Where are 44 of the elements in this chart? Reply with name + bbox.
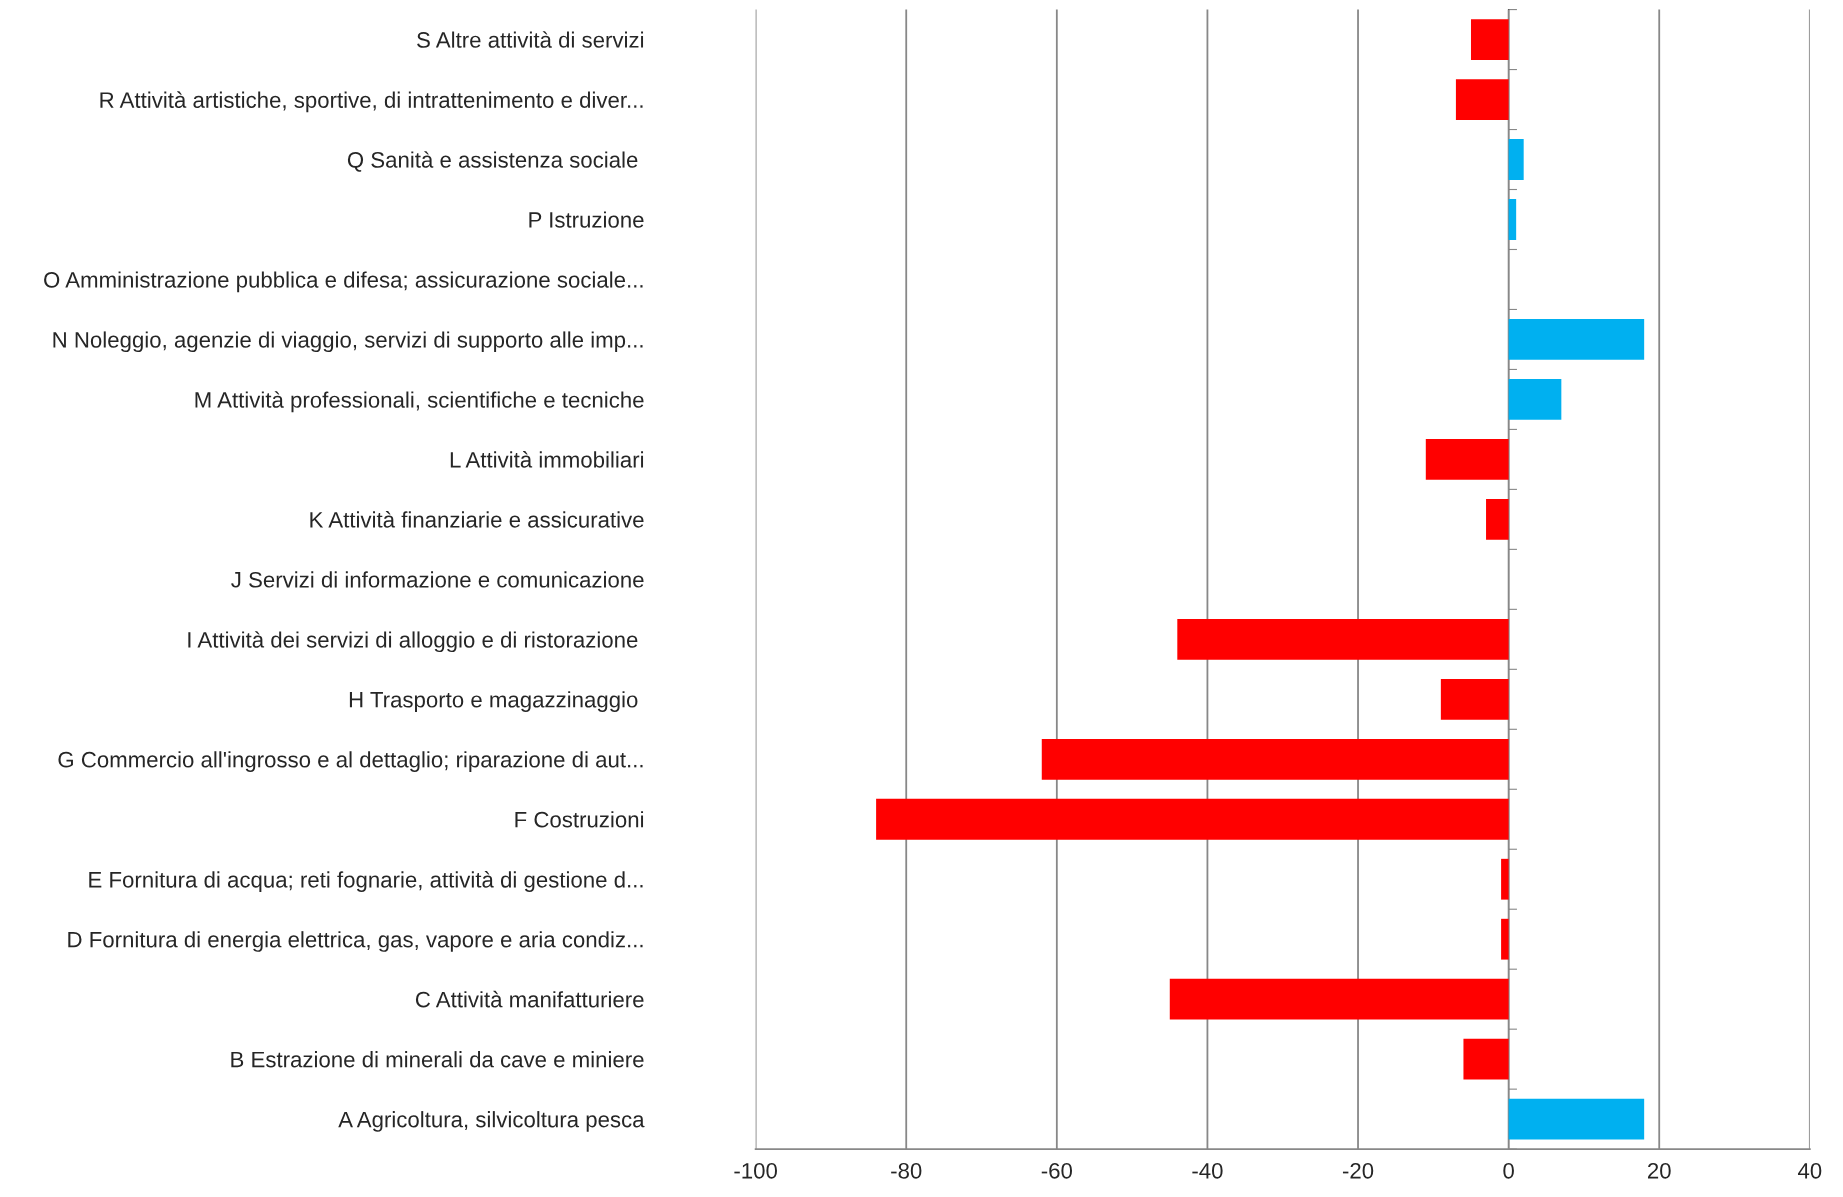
bar xyxy=(1508,199,1517,240)
x-tick-label: -40 xyxy=(1192,1162,1223,1179)
x-tick-label: -80 xyxy=(891,1162,922,1179)
y-tick-label: K Attività finanziarie e assicurative xyxy=(310,511,644,528)
y-tick-label: R Attività artistiche, sportive, di intrattenimento e diver... xyxy=(100,91,643,113)
bar xyxy=(1169,978,1509,1020)
bar xyxy=(1463,1038,1509,1080)
x-tick-label: 20 xyxy=(1647,1162,1671,1179)
bar xyxy=(1501,918,1509,960)
bar xyxy=(876,798,1509,840)
y-tick-label: O Amministrazione pubblica e difesa; assicurazione sociale... xyxy=(44,271,643,293)
x-tick-label: -20 xyxy=(1342,1162,1374,1179)
y-tick-label: N Noleggio, agenzie di viaggio, servizi di supporto alle imp... xyxy=(53,331,643,353)
bar xyxy=(1486,498,1509,540)
y-tick-label: P Istruzione xyxy=(529,211,644,228)
bar xyxy=(1508,379,1562,420)
x-tick-label: -60 xyxy=(1041,1162,1073,1179)
y-tick-label: M Attività professionali, scientifiche e tecniche xyxy=(195,391,644,413)
y-tick-label: C Attività manifatturiere xyxy=(415,990,644,1008)
bar xyxy=(1508,1098,1645,1140)
x-tick-label: 40 xyxy=(1797,1162,1822,1179)
y-tick-label: J Servizi di informazione e comunicazione xyxy=(231,571,644,588)
y-tick-label: L Attività immobiliari xyxy=(450,451,644,468)
bar xyxy=(1425,439,1509,480)
x-tick-label: -100 xyxy=(734,1162,777,1179)
y-tick-label: I Attività dei servizi di alloggio e di ristorazione xyxy=(188,631,638,653)
y-tick-label: G Commercio all'ingrosso e al dettaglio; riparazione di aut... xyxy=(58,751,643,772)
bar xyxy=(1470,19,1509,60)
y-tick-label: E Fornitura di acqua; reti fognarie, attività di gestione d... xyxy=(89,871,643,893)
bar xyxy=(1041,738,1509,780)
y-tick-label: H Trasporto e magazzinaggio xyxy=(349,691,638,712)
bar xyxy=(1508,139,1524,180)
x-tick-label: 0 xyxy=(1503,1162,1514,1179)
bar xyxy=(1455,79,1509,120)
y-tick-label: D Fornitura di energia elettrica, gas, vapore e aria condiz... xyxy=(68,931,643,952)
bar xyxy=(1508,319,1645,360)
bar xyxy=(1501,858,1509,900)
bar xyxy=(1440,678,1509,720)
y-tick-label: A Agricoltura, silvicoltura pesca xyxy=(338,1111,645,1132)
y-tick-label: Q Sanità e assistenza sociale xyxy=(347,151,638,172)
y-tick-label: F Costruzioni xyxy=(515,811,644,828)
y-tick-label: B Estrazione di minerali da cave e miniere xyxy=(231,1051,644,1068)
bar xyxy=(1177,618,1509,660)
y-tick-label: S Altre attività di servizi xyxy=(417,31,644,48)
